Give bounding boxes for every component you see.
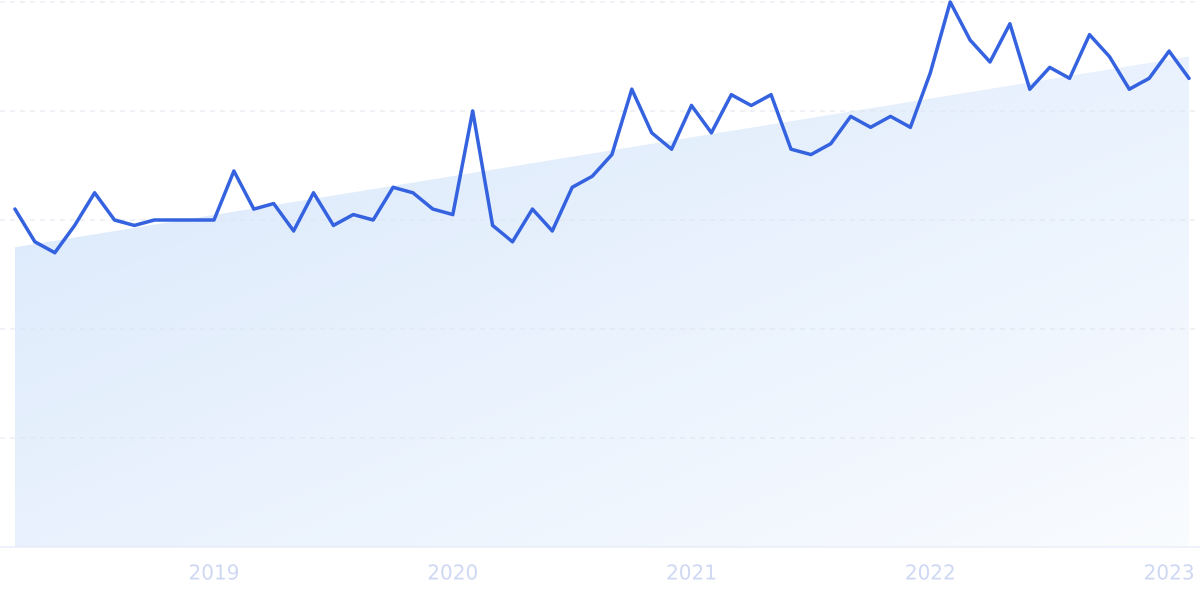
x-tick-label: 2020	[427, 561, 478, 585]
trend-area	[15, 56, 1189, 547]
x-tick-label: 2019	[189, 561, 240, 585]
line	[13, 0, 1191, 255]
x-tick-label: 2021	[666, 561, 717, 585]
x-tick-label: 2022	[905, 561, 956, 585]
x-tick-label: 2023	[1144, 561, 1195, 585]
